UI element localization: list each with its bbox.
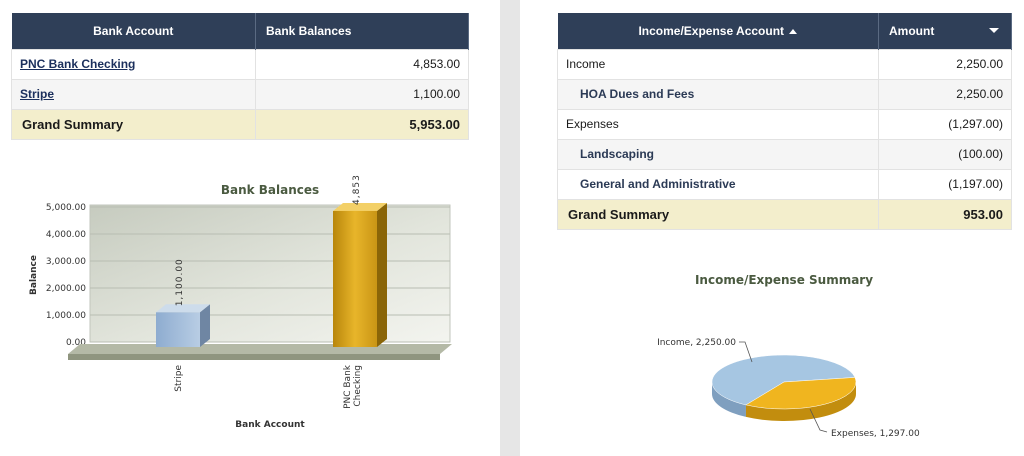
amount-cell: 2,250.00 — [878, 78, 1012, 110]
bar-side-pnc-bank-checking — [377, 202, 387, 347]
grand-summary-row: Grand Summary 5,953.00 — [11, 108, 469, 140]
income-leader-line — [739, 341, 753, 363]
plot-area — [89, 204, 451, 343]
income-expense-chart: Income/Expense Summary Income, 2,250.00 Ex… — [657, 273, 920, 439]
col-amount[interactable]: Amount — [878, 13, 1012, 49]
amount-cell: (1,297.00) — [878, 108, 1012, 140]
col-bank-balances[interactable]: Bank Balances — [255, 13, 469, 49]
table-row: Landscaping (100.00) — [557, 138, 1012, 170]
account-category-label: Expenses — [557, 108, 879, 140]
col-bank-account[interactable]: Bank Account — [11, 13, 256, 49]
table-row: PNC Bank Checking 4,853.00 — [11, 48, 469, 80]
bar-value-label: 4,853.00 — [352, 175, 362, 205]
chart-title: Income/Expense Summary — [695, 273, 873, 287]
grand-summary-label: Grand Summary — [11, 108, 256, 140]
col-income-expense-account[interactable]: Income/Expense Account — [557, 13, 879, 49]
expenses-leader-line — [809, 408, 828, 433]
y-tick-label: 5,000.00 — [46, 203, 86, 213]
account-link-pnc[interactable]: PNC Bank Checking — [20, 57, 136, 71]
balance-cell: 1,100.00 — [255, 78, 469, 110]
table-row: HOA Dues and Fees 2,250.00 — [557, 78, 1012, 110]
bar-side-stripe — [200, 304, 210, 347]
y-axis-label: Balance — [29, 255, 39, 295]
pie-label-expenses: Expenses, 1,297.00 — [831, 429, 920, 439]
table-row: General and Administrative (1,197.00) — [557, 168, 1012, 200]
panel-divider — [500, 0, 520, 456]
amount-cell: (100.00) — [878, 138, 1012, 170]
y-tick-label: 0.00 — [66, 338, 86, 348]
pie-slice-expenses — [745, 377, 857, 410]
y-tick-label: 3,000.00 — [46, 257, 86, 267]
bar-top-pnc-bank-checking — [333, 202, 387, 211]
grand-summary-value: 953.00 — [878, 198, 1012, 230]
bar-top-stripe — [156, 304, 210, 313]
x-tick-label: PNC Bank — [343, 364, 353, 409]
grand-summary-row: Grand Summary 953.00 — [557, 198, 1012, 230]
account-link-stripe[interactable]: Stripe — [20, 87, 55, 101]
account-subcategory-label: General and Administrative — [557, 168, 879, 200]
chart-floor-front — [68, 354, 440, 360]
table-row: Income 2,250.00 — [557, 48, 1012, 80]
x-axis-label: Bank Account — [235, 420, 305, 430]
grand-summary-value: 5,953.00 — [255, 108, 469, 140]
table-row: Expenses (1,297.00) — [557, 108, 1012, 140]
sort-ascending-icon — [789, 28, 798, 34]
y-tick-label: 4,000.00 — [46, 230, 86, 240]
pie-label-income: Income, 2,250.00 — [657, 338, 736, 348]
account-cell: PNC Bank Checking — [11, 48, 256, 80]
account-subcategory-label: HOA Dues and Fees — [557, 78, 879, 110]
x-tick-label: Checking — [353, 365, 363, 407]
x-tick-label: Stripe — [174, 365, 184, 392]
pie-slice-income — [711, 354, 856, 406]
chart-title: Bank Balances — [221, 183, 319, 197]
bar-value-label: 1,100.00 — [175, 258, 185, 306]
bank-balances-table: Bank Account Bank Balances PNC Bank Chec… — [11, 13, 469, 140]
amount-cell: (1,197.00) — [878, 168, 1012, 200]
bar-pnc-bank-checking — [333, 210, 377, 347]
account-category-label: Income — [557, 48, 879, 80]
account-subcategory-label: Landscaping — [557, 138, 879, 170]
chart-floor-top — [68, 344, 452, 354]
col-amount-label: Amount — [889, 23, 935, 38]
balance-cell: 4,853.00 — [255, 48, 469, 80]
grand-summary-label: Grand Summary — [557, 198, 879, 230]
table-row: Stripe 1,100.00 — [11, 78, 469, 110]
y-tick-label: 1,000.00 — [46, 311, 86, 321]
bar-stripe — [156, 312, 200, 347]
bank-balances-chart: Bank Balances 0.00 1,000.00 2,000.00 3,000.0… — [29, 175, 452, 430]
pie-slice-side-expenses — [745, 382, 856, 421]
account-cell: Stripe — [11, 78, 256, 110]
col-income-expense-label: Income/Expense Account — [638, 23, 785, 38]
y-tick-label: 2,000.00 — [46, 284, 86, 294]
income-expense-table: Income/Expense Account Amount Income 2,25… — [557, 13, 1012, 230]
amount-cell: 2,250.00 — [878, 48, 1012, 80]
dropdown-caret-icon[interactable] — [989, 28, 999, 33]
